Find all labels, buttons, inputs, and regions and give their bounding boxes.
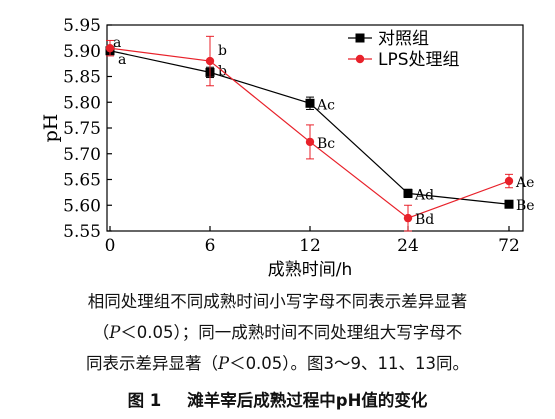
data-label: Ad: [414, 187, 434, 203]
legend-marker: [355, 54, 365, 64]
y-tick-label: 5.65: [63, 171, 101, 191]
data-point-control: [305, 98, 315, 108]
x-tick-label: 24: [397, 236, 419, 256]
data-point-lps: [504, 176, 514, 186]
caption-note-text-3a: 同表示差异显著（: [85, 354, 218, 373]
ph-line-chart: 5.55 5.60 5.65 5.70 5.75 5.80 5.85 5.90 5.95 0 6 12…: [40, 16, 535, 280]
data-point-control: [403, 188, 413, 198]
caption-note-text-2b: ＜0.05）；同一成熟时间不同处理组大写字母不: [120, 323, 463, 342]
caption-note-text-2a: （: [92, 323, 110, 342]
x-tick-label: 0: [105, 236, 116, 256]
x-tick-label: 12: [299, 236, 321, 256]
y-tick-label: 5.70: [63, 145, 101, 165]
data-label: Bd: [415, 212, 434, 228]
data-label: Bc: [317, 136, 335, 152]
figure-number: 图 1: [127, 391, 162, 410]
x-tick-label: 6: [205, 236, 216, 256]
data-label: Ac: [316, 97, 335, 113]
data-label: a: [113, 35, 121, 51]
data-point-lps: [205, 56, 215, 66]
data-point-lps: [403, 213, 413, 223]
y-axis-title: pH: [40, 114, 62, 143]
y-tick-label: 5.60: [63, 196, 101, 216]
caption-p-symbol-1: P: [109, 323, 121, 342]
caption-note-text-3b: ＜0.05）。图3～9、11、13同。: [229, 354, 470, 373]
data-label: b: [218, 43, 227, 59]
data-label: Ae: [515, 175, 534, 191]
caption-note-text-1: 相同处理组不同成熟时间小写字母不同表示差异显著: [87, 292, 468, 311]
figure-title: 图 1 滩羊宰后成熟过程中pH值的变化: [0, 387, 555, 411]
legend-label: LPS处理组: [378, 50, 460, 70]
caption-note-line-2: （P＜0.05）；同一成熟时间不同处理组大写字母不: [0, 321, 555, 345]
caption-p-symbol-2: P: [217, 354, 230, 373]
legend-marker: [355, 33, 365, 43]
y-tick-label: 5.75: [63, 119, 101, 139]
legend-label: 对照组: [378, 29, 429, 49]
y-tick-label: 5.95: [63, 16, 101, 36]
data-label: Be: [516, 198, 535, 214]
data-point-control: [504, 199, 514, 209]
x-tick-label: 72: [498, 236, 520, 256]
data-label: a: [118, 52, 126, 68]
figure-title-text: 滩羊宰后成熟过程中pH值的变化: [187, 391, 428, 410]
data-point-lps: [105, 43, 115, 53]
y-tick-label: 5.80: [63, 93, 101, 113]
caption-note-line-1: 相同处理组不同成熟时间小写字母不同表示差异显著: [0, 290, 555, 314]
x-axis-title: 成熟时间/h: [268, 259, 353, 280]
y-tick-label: 5.90: [63, 42, 101, 62]
caption-note-line-3: 同表示差异显著（P＜0.05）。图3～9、11、13同。: [0, 352, 555, 376]
y-tick-label: 5.85: [63, 68, 101, 88]
data-point-lps: [305, 137, 315, 147]
y-tick-label: 5.55: [63, 222, 101, 242]
